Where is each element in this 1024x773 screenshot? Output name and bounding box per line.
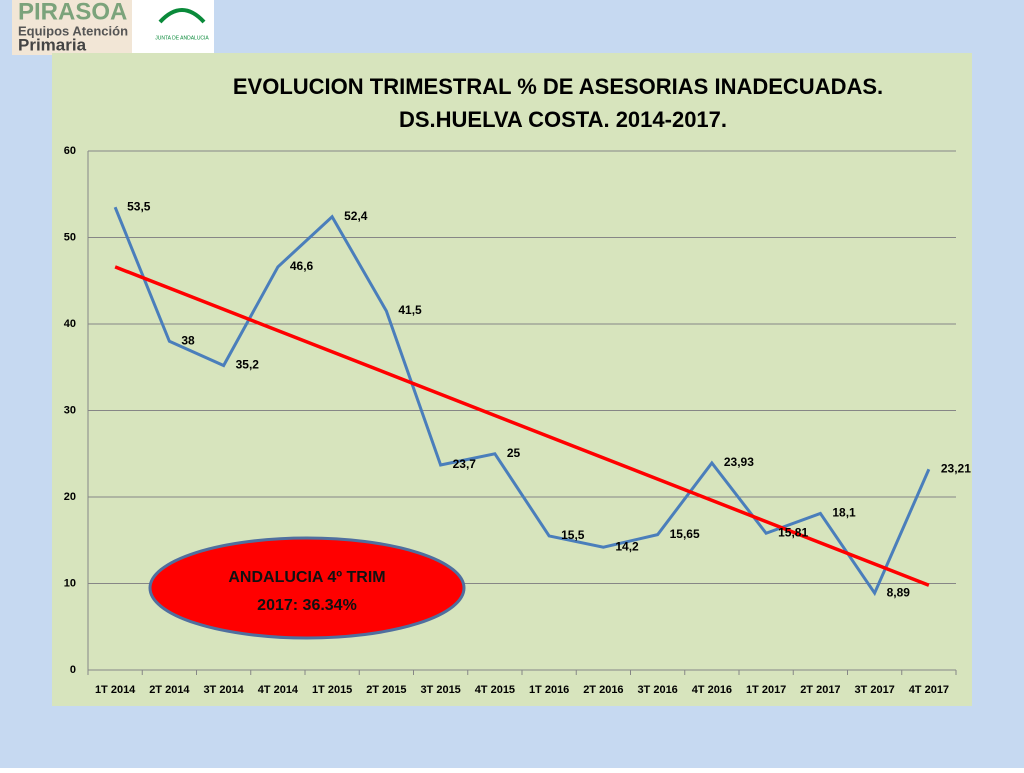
annotation-text: ANDALUCIA 4º TRIM [228,569,385,586]
data-label: 25 [507,446,521,460]
trend-line [114,265,930,587]
data-label: 41,5 [398,303,422,317]
x-tick-label: 2T 2017 [800,684,840,696]
data-label: 52,4 [344,209,368,223]
x-tick-label: 3T 2016 [637,684,677,696]
x-tick-label: 3T 2015 [420,684,460,696]
annotation-ellipse [148,536,466,640]
x-tick-label: 4T 2014 [258,684,299,696]
data-label: 15,65 [670,527,700,541]
data-label: 46,6 [290,259,314,273]
data-line [113,206,931,597]
y-tick-label: 60 [64,145,76,157]
y-tick-label: 50 [64,231,76,243]
data-label: 53,5 [127,199,151,213]
x-tick-label: 4T 2015 [475,684,515,696]
logo-bg [12,0,132,55]
x-tick-label: 4T 2017 [909,684,949,696]
logo-line: Primaria [18,35,87,54]
data-label: 15,5 [561,528,585,542]
x-tick-label: 1T 2017 [746,684,786,696]
annotation-text: 2017: 36.34% [257,597,357,614]
x-tick-label: 3T 2014 [203,684,244,696]
data-label: 23,7 [453,457,477,471]
y-tick-label: 10 [64,577,76,589]
data-label: 38 [181,333,195,347]
y-tick-label: 0 [70,664,76,676]
x-tick-label: 2T 2015 [366,684,406,696]
x-tick-label: 2T 2014 [149,684,190,696]
y-tick-label: 30 [64,404,76,416]
x-tick-label: 1T 2015 [312,684,352,696]
x-tick-label: 4T 2016 [692,684,732,696]
data-label: 23,21 [941,461,971,475]
x-tick-label: 1T 2016 [529,684,569,696]
chart-title: EVOLUCION TRIMESTRAL % DE ASESORIAS INAD… [233,74,883,99]
logo-brand: PIRASOA [18,0,127,25]
logo-icon [158,8,206,24]
x-tick-label: 1T 2014 [95,684,136,696]
data-label: 15,81 [778,525,808,539]
x-tick-label: 2T 2016 [583,684,623,696]
data-label: 23,93 [724,455,754,469]
data-label: 18,1 [832,506,856,520]
data-label: 14,2 [615,539,639,553]
data-label: 35,2 [236,358,260,372]
y-tick-label: 40 [64,318,76,330]
data-label: 8,89 [887,585,911,599]
logo-institution: JUNTA DE ANDALUCIA [155,35,209,41]
y-tick-label: 20 [64,491,76,503]
chart-title: DS.HUELVA COSTA. 2014-2017. [399,107,727,132]
x-tick-label: 3T 2017 [854,684,894,696]
logo-line: Equipos Atención [18,23,128,38]
